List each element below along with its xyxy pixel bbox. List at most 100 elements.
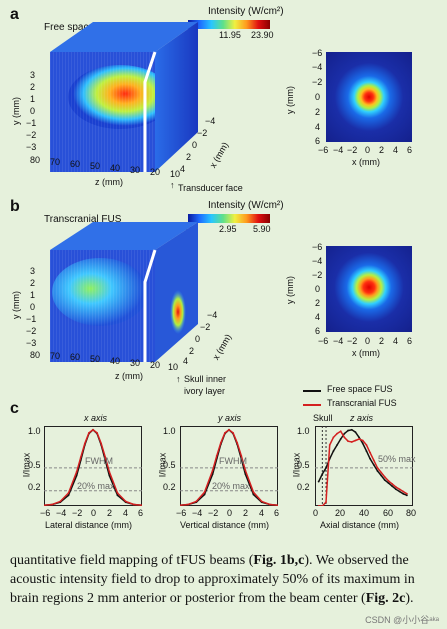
- panel-b-colorbar-title: Intensity (W/cm²): [208, 200, 284, 211]
- panel-b-zlabel: z (mm): [115, 371, 143, 381]
- panel-a-letter: a: [10, 6, 19, 23]
- panel-b-focal-spot: [170, 290, 186, 334]
- caption-ref-2[interactable]: Fig. 2c: [365, 591, 406, 606]
- plot-frame: [44, 426, 142, 506]
- data-point-free: [336, 444, 338, 446]
- panel-a-cut-line: [143, 51, 157, 172]
- plot3-skull-label: Skull: [313, 413, 333, 423]
- data-point-trans: [44, 504, 45, 506]
- data-point-free: [361, 442, 364, 445]
- panel-a-cbar-tick-2: 23.90: [251, 30, 274, 40]
- plot2-ytick-2: 0.2: [163, 482, 176, 492]
- data-point-free: [116, 494, 119, 497]
- panel-a-ztick-5: 30: [130, 165, 141, 175]
- panel-a-xy-ylabel: y (mm): [285, 86, 295, 114]
- data-point-free: [321, 473, 324, 475]
- panel-a-xtick-3: 2: [186, 152, 192, 162]
- panel-b-xy-ytick-4: 2: [315, 298, 321, 308]
- series-line-trans: [44, 428, 142, 506]
- data-point-trans: [203, 491, 206, 494]
- panel-b-ytick-3: 0: [30, 302, 36, 312]
- data-point-trans: [240, 454, 243, 457]
- panel-b-xy-xtick-1: −4: [333, 336, 344, 346]
- data-point-free: [369, 457, 372, 460]
- data-point-free: [347, 429, 349, 432]
- data-point-trans: [380, 471, 383, 474]
- plot1-xtick-2: −2: [72, 508, 83, 518]
- data-point-trans: [387, 479, 390, 482]
- data-point-trans: [79, 456, 82, 459]
- plot3-title: z axis: [350, 413, 374, 423]
- plot2-ytick-1: 0.5: [163, 460, 176, 470]
- legend-label-free: Free space FUS: [327, 384, 393, 394]
- panel-a-ytick-2: 1: [30, 94, 36, 104]
- plot-frame: [315, 426, 413, 506]
- data-point-trans: [180, 504, 181, 506]
- data-point-free: [358, 436, 360, 439]
- panel-a-xy-heatmap: [326, 52, 412, 142]
- data-point-trans: [252, 491, 255, 494]
- data-point-trans: [224, 431, 226, 434]
- plot3-xtick-1: 20: [335, 508, 346, 518]
- panel-b-ztick-5: 30: [130, 358, 141, 368]
- data-point-trans: [369, 451, 372, 454]
- panel-b-xy-heatmap: [326, 246, 412, 332]
- data-point-trans: [228, 428, 230, 431]
- data-point-trans: [260, 500, 263, 503]
- panel-b-cut-line: [143, 249, 157, 362]
- panel-a-xy-ytick-2: −2: [312, 77, 323, 87]
- panel-b-xy-xtick-3: 0: [365, 336, 371, 346]
- data-point-trans: [328, 444, 331, 446]
- plot2-xtick-1: −4: [192, 508, 203, 518]
- panel-a-xy-xtick-6: 6: [407, 145, 413, 155]
- panel-a-xtick-0: −4: [205, 116, 216, 126]
- panel-a-ztick-4: 40: [110, 163, 121, 173]
- panel-b-xy-xtick-6: 6: [407, 336, 413, 346]
- panel-b-xtick-3: 2: [189, 346, 195, 356]
- plot1-xtick-0: −6: [40, 508, 51, 518]
- data-point-free: [405, 494, 408, 497]
- panel-b-xy-ytick-2: −2: [312, 270, 323, 280]
- data-point-trans: [215, 454, 218, 457]
- plot1-xtick-3: 0: [91, 508, 97, 518]
- plot1-title: x axis: [84, 413, 108, 423]
- data-point-free: [252, 493, 255, 496]
- data-point-trans: [83, 442, 86, 445]
- panel-b-ytick-6: −3: [26, 338, 37, 348]
- plot2-xtick-3: 0: [227, 508, 233, 518]
- data-point-free: [354, 431, 357, 433]
- data-point-trans: [141, 504, 142, 506]
- caption-text-2: ). We observed the acoustic intensity fi…: [10, 553, 415, 606]
- data-point-free: [372, 463, 375, 466]
- data-point-trans: [104, 456, 107, 459]
- data-point-free: [383, 479, 386, 481]
- plot2-xtick-2: −2: [208, 508, 219, 518]
- data-point-free: [203, 493, 206, 496]
- legend-swatch-free: [303, 390, 321, 392]
- panel-a-ztick-2: 60: [70, 159, 81, 169]
- panel-a-arrow: ↑: [170, 180, 175, 190]
- panel-b-ztick-7: 10: [168, 362, 179, 372]
- panel-b-top-face: [50, 222, 198, 250]
- panel-b-xy-ytick-1: −4: [312, 256, 323, 266]
- data-point-trans: [350, 441, 353, 443]
- data-point-free: [75, 474, 78, 477]
- data-point-trans: [219, 441, 222, 444]
- panel-a-cbar-tick-1: 11.95: [219, 30, 241, 40]
- panel-b-xy-ytick-6: 6: [315, 326, 321, 336]
- plot2-xlabel: Vertical distance (mm): [180, 520, 270, 530]
- panel-b-xtick-1: −2: [200, 322, 211, 332]
- panel-b-xy-ylabel: y (mm): [285, 276, 295, 304]
- panel-a-xy-xtick-0: −6: [318, 145, 329, 155]
- panel-a-colorbar: [188, 20, 270, 29]
- data-point-trans: [132, 503, 135, 506]
- panel-b-colorbar: [188, 214, 270, 223]
- panel-b-ytick-1: 2: [30, 278, 36, 288]
- series-line-trans: [180, 428, 278, 506]
- data-point-free: [402, 492, 405, 495]
- caption-ref-1[interactable]: Fig. 1b,c: [253, 553, 305, 568]
- plot2-xtick-4: 2: [243, 508, 249, 518]
- panel-b-cbar-tick-1: 2.95: [219, 224, 237, 234]
- panel-b-xy-xtick-5: 4: [393, 336, 399, 346]
- panel-b-ztick-3: 50: [90, 354, 101, 364]
